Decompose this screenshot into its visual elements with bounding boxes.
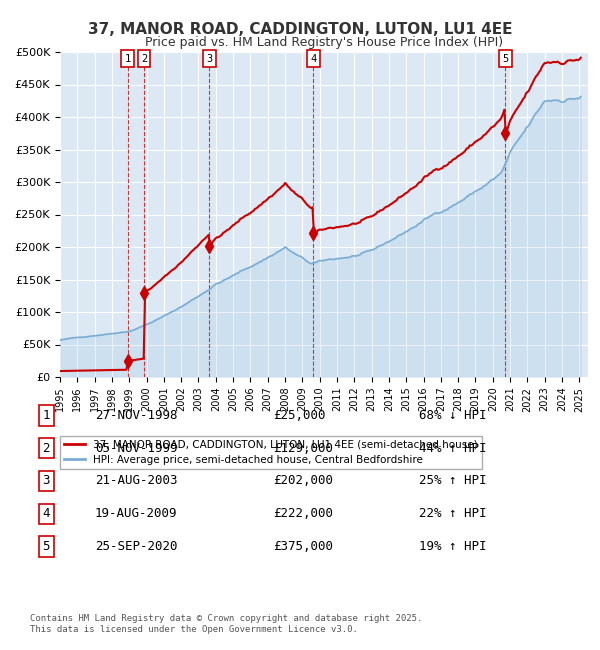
Text: 27-NOV-1998: 27-NOV-1998 xyxy=(95,409,178,422)
Text: 19% ↑ HPI: 19% ↑ HPI xyxy=(419,540,487,553)
Text: £129,000: £129,000 xyxy=(273,442,333,455)
Text: 5: 5 xyxy=(502,53,509,64)
Text: 05-NOV-1999: 05-NOV-1999 xyxy=(95,442,178,455)
Text: 5: 5 xyxy=(43,540,50,553)
Legend: 37, MANOR ROAD, CADDINGTON, LUTON, LU1 4EE (semi-detached house), HPI: Average p: 37, MANOR ROAD, CADDINGTON, LUTON, LU1 4… xyxy=(60,436,482,469)
Text: 25% ↑ HPI: 25% ↑ HPI xyxy=(419,474,487,488)
Text: £222,000: £222,000 xyxy=(273,507,333,520)
Text: 1: 1 xyxy=(43,409,50,422)
Text: 22% ↑ HPI: 22% ↑ HPI xyxy=(419,507,487,520)
Text: 25-SEP-2020: 25-SEP-2020 xyxy=(95,540,178,553)
Text: 2: 2 xyxy=(141,53,147,64)
Title: Price paid vs. HM Land Registry's House Price Index (HPI): Price paid vs. HM Land Registry's House … xyxy=(145,36,503,49)
Text: 4: 4 xyxy=(43,507,50,520)
Text: Contains HM Land Registry data © Crown copyright and database right 2025.
This d: Contains HM Land Registry data © Crown c… xyxy=(30,614,422,634)
Text: £375,000: £375,000 xyxy=(273,540,333,553)
Text: 68% ↓ HPI: 68% ↓ HPI xyxy=(419,409,487,422)
Text: £25,000: £25,000 xyxy=(273,409,325,422)
Text: 1: 1 xyxy=(124,53,131,64)
Text: 21-AUG-2003: 21-AUG-2003 xyxy=(95,474,178,488)
Text: 2: 2 xyxy=(43,442,50,455)
Text: 37, MANOR ROAD, CADDINGTON, LUTON, LU1 4EE: 37, MANOR ROAD, CADDINGTON, LUTON, LU1 4… xyxy=(88,21,512,37)
Text: 4: 4 xyxy=(310,53,316,64)
Text: 19-AUG-2009: 19-AUG-2009 xyxy=(95,507,178,520)
Text: 3: 3 xyxy=(206,53,212,64)
Text: 44% ↑ HPI: 44% ↑ HPI xyxy=(419,442,487,455)
Text: £202,000: £202,000 xyxy=(273,474,333,488)
Text: 3: 3 xyxy=(43,474,50,488)
